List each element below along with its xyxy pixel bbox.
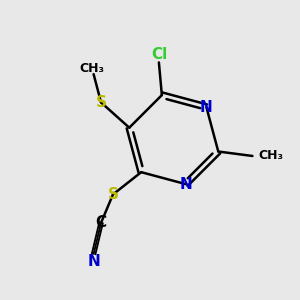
Text: CH₃: CH₃	[80, 62, 105, 75]
Text: N: N	[200, 100, 213, 115]
Text: C: C	[95, 215, 106, 230]
Text: N: N	[179, 177, 192, 192]
Text: S: S	[107, 187, 118, 202]
Text: N: N	[87, 254, 100, 269]
Text: Cl: Cl	[151, 47, 167, 62]
Text: S: S	[95, 95, 106, 110]
Text: CH₃: CH₃	[258, 149, 284, 163]
